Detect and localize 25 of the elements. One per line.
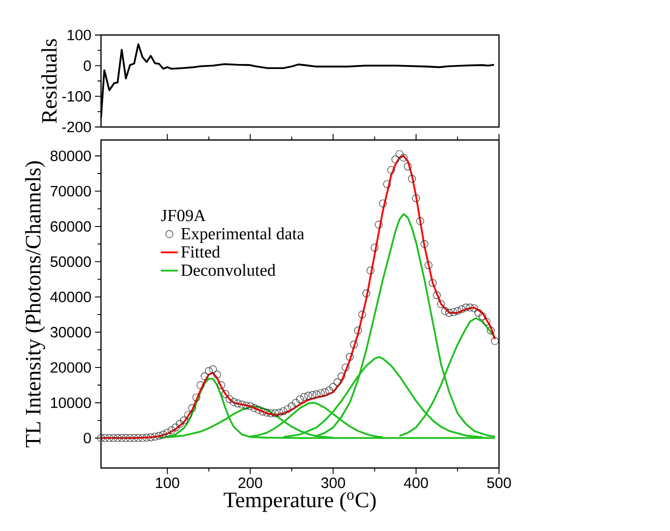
y-tick-label: 0 <box>84 432 91 444</box>
y-tick-label: 40000 <box>50 292 91 302</box>
y-tick-label: -200 <box>62 122 91 132</box>
legend-title: JF09A <box>161 210 206 222</box>
y-tick-label: 10000 <box>51 397 91 408</box>
x-tick-label: 200 <box>238 478 262 488</box>
x-axis-title: Temperature ($^{o}$C) <box>224 492 376 512</box>
y-tick-label: 0 <box>84 60 91 71</box>
legend-label: Deconvoluted <box>181 264 276 276</box>
y-tick-label: 100 <box>68 30 91 40</box>
x-tick-label: 100 <box>156 478 180 488</box>
x-tick-label: 400 <box>404 478 428 488</box>
legend-label: Experimental data <box>181 228 304 243</box>
y-tick-label: 80000 <box>50 150 91 162</box>
legend-label: Fitted <box>181 246 220 258</box>
y-tick-label: 20000 <box>50 362 91 373</box>
y-tick-label: 70000 <box>50 186 91 196</box>
y-axis-title: TL Intensity (Photons/Channels) <box>25 161 46 448</box>
x-tick-label: 500 <box>487 478 511 488</box>
y-tick-label: 50000 <box>50 256 91 267</box>
y-axis-title: Residuals <box>41 39 57 123</box>
x-tick-label: 300 <box>321 478 346 488</box>
y-tick-label: -100 <box>62 91 91 102</box>
y-tick-label: 60000 <box>50 221 91 232</box>
y-tick-label: 30000 <box>50 326 91 338</box>
